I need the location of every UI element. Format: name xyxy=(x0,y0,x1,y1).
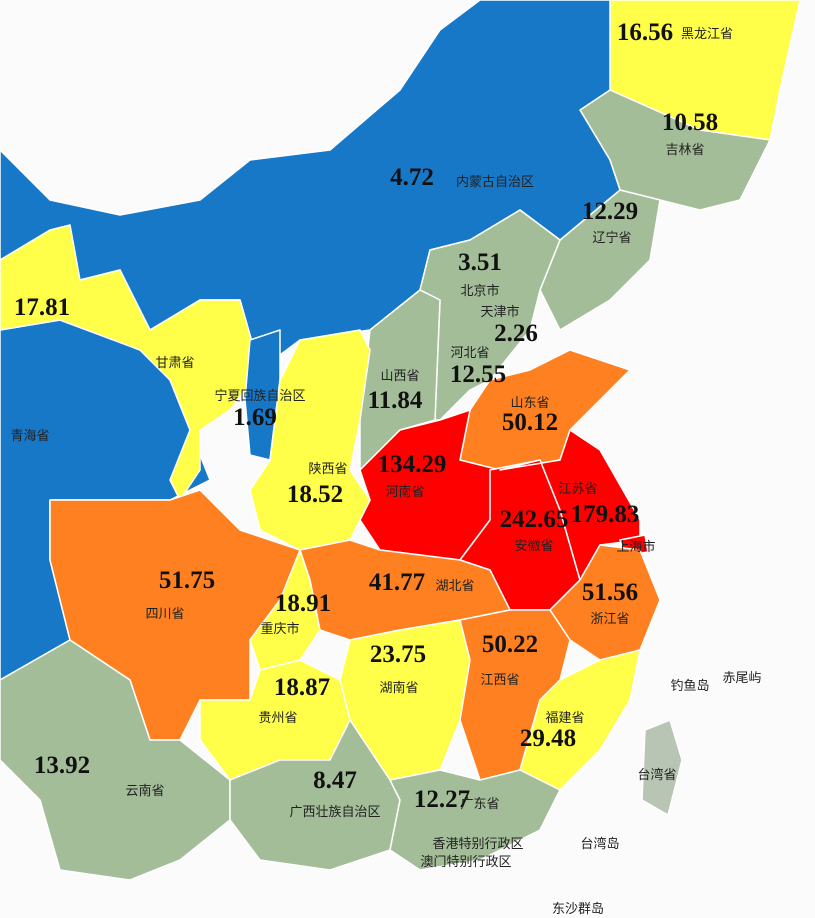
place-label: 钓鱼岛 xyxy=(670,678,709,694)
region-value: 8.47 xyxy=(313,767,357,794)
region-name: 台湾省 xyxy=(637,767,676,783)
region-name: 天津市 xyxy=(480,304,519,320)
region-name: 福建省 xyxy=(545,711,584,726)
region-name: 贵州省 xyxy=(258,711,297,726)
region-name: 云南省 xyxy=(125,783,164,799)
region-name: 河南省 xyxy=(385,484,424,500)
place-label: 赤尾屿 xyxy=(722,671,761,686)
region xyxy=(0,224,261,501)
place-label: 台湾岛 xyxy=(580,836,619,852)
region-value: 17.81 xyxy=(14,294,70,321)
place-label: 澳门特别行政区 xyxy=(420,854,511,870)
region-name: 江西省 xyxy=(480,673,519,688)
region-name: 北京市 xyxy=(460,283,499,299)
region-value: 134.29 xyxy=(378,451,447,478)
region-value: 51.56 xyxy=(582,579,638,606)
region xyxy=(389,769,561,871)
region-value: 11.84 xyxy=(368,387,423,414)
region-value: 1.69 xyxy=(233,404,277,431)
region-name: 内蒙古自治区 xyxy=(456,174,534,190)
region-value: 50.22 xyxy=(482,631,538,658)
region-value: 242.65 xyxy=(500,506,569,533)
region-value: 18.91 xyxy=(275,590,331,617)
region xyxy=(641,719,683,816)
region-value: 179.83 xyxy=(571,501,640,528)
region-name: 广东省 xyxy=(460,797,499,812)
region-name: 安徽省 xyxy=(514,539,553,554)
region-value: 2.26 xyxy=(494,320,538,347)
region-name: 甘肃省 xyxy=(155,356,194,371)
region-name: 湖南省 xyxy=(379,680,418,696)
region-name: 宁夏回族自治区 xyxy=(214,388,305,404)
region-value: 50.12 xyxy=(502,409,558,436)
region-value: 51.75 xyxy=(159,567,215,594)
region-name: 陕西省 xyxy=(308,462,347,477)
region-value: 10.58 xyxy=(662,109,718,136)
region-name: 上海市 xyxy=(616,539,655,555)
region-name: 辽宁省 xyxy=(592,230,631,246)
region-value: 29.48 xyxy=(520,725,576,752)
region-value: 3.51 xyxy=(458,249,502,276)
region-name: 山西省 xyxy=(380,369,419,384)
region-name: 四川省 xyxy=(145,607,184,622)
place-label: 东沙群岛 xyxy=(552,901,604,917)
region-name: 浙江省 xyxy=(590,612,629,627)
region-name: 重庆市 xyxy=(260,621,299,637)
region-name: 江苏省 xyxy=(558,481,597,497)
region-value: 23.75 xyxy=(370,641,426,668)
region-name: 湖北省 xyxy=(435,579,474,594)
region-value: 12.29 xyxy=(582,198,638,225)
region-name: 广西壮族自治区 xyxy=(289,804,380,820)
region-name: 吉林省 xyxy=(665,143,704,158)
region-value: 18.87 xyxy=(274,674,330,701)
region-value: 16.56 xyxy=(617,19,673,46)
region-value: 12.55 xyxy=(450,361,506,388)
region-value: 12.27 xyxy=(414,786,470,813)
region-name: 河北省 xyxy=(450,346,489,361)
region-name: 山东省 xyxy=(510,396,549,411)
region-name: 青海省 xyxy=(10,429,49,444)
region-value: 4.72 xyxy=(390,164,434,191)
region-value: 13.92 xyxy=(34,752,90,779)
place-label: 香港特别行政区 xyxy=(432,837,523,852)
region-value: 41.77 xyxy=(369,569,425,596)
region-value: 18.52 xyxy=(287,481,343,508)
region-name: 黑龙江省 xyxy=(681,27,733,42)
region xyxy=(539,189,661,331)
